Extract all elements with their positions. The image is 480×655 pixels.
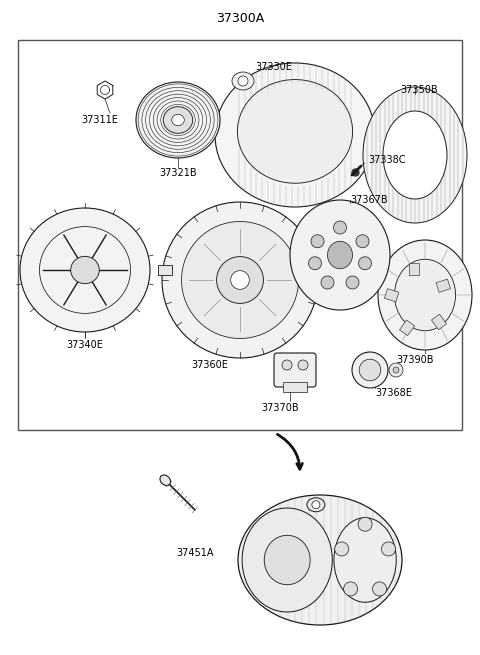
Ellipse shape [378, 240, 472, 350]
Ellipse shape [359, 359, 381, 381]
Circle shape [334, 221, 347, 234]
Ellipse shape [163, 107, 192, 134]
Text: 37360E: 37360E [192, 360, 228, 370]
Text: 37338C: 37338C [368, 155, 406, 165]
Circle shape [230, 271, 250, 290]
Circle shape [346, 276, 359, 289]
Ellipse shape [216, 257, 264, 303]
Bar [384, 289, 399, 302]
Bar [283, 382, 307, 392]
Text: 37367B: 37367B [350, 195, 388, 205]
Bar [432, 314, 446, 329]
Ellipse shape [363, 87, 467, 223]
Bar [399, 320, 415, 335]
Circle shape [358, 517, 372, 531]
Ellipse shape [383, 111, 447, 199]
Bar [409, 263, 419, 275]
Text: 37370B: 37370B [261, 403, 299, 413]
Ellipse shape [172, 115, 184, 126]
Ellipse shape [334, 517, 396, 602]
Ellipse shape [162, 202, 318, 358]
Circle shape [382, 542, 396, 556]
FancyBboxPatch shape [274, 353, 316, 387]
Circle shape [344, 582, 358, 596]
Bar [18, 40, 462, 430]
Ellipse shape [264, 535, 310, 585]
Circle shape [335, 542, 348, 556]
Ellipse shape [307, 498, 325, 512]
Text: 37340E: 37340E [67, 340, 103, 350]
Text: 37321B: 37321B [159, 168, 197, 178]
Circle shape [356, 234, 369, 248]
Circle shape [238, 76, 248, 86]
Ellipse shape [160, 475, 170, 485]
Ellipse shape [352, 352, 388, 388]
Bar [436, 279, 451, 292]
Text: 37451A: 37451A [176, 548, 214, 558]
Ellipse shape [181, 221, 299, 339]
Ellipse shape [242, 508, 332, 612]
Circle shape [282, 360, 292, 370]
Circle shape [393, 367, 399, 373]
Circle shape [359, 257, 372, 270]
Ellipse shape [238, 495, 402, 625]
Ellipse shape [136, 82, 220, 158]
Ellipse shape [395, 259, 456, 331]
Text: 37300A: 37300A [216, 12, 264, 24]
Ellipse shape [238, 79, 353, 183]
Text: 37350B: 37350B [400, 85, 438, 95]
Circle shape [311, 234, 324, 248]
Ellipse shape [290, 200, 390, 310]
Circle shape [321, 276, 334, 289]
Text: 37368E: 37368E [375, 388, 412, 398]
Text: 37390B: 37390B [396, 355, 434, 365]
Ellipse shape [232, 72, 254, 90]
Circle shape [298, 360, 308, 370]
Text: 37311E: 37311E [82, 115, 119, 125]
Circle shape [309, 257, 322, 270]
Bar [158, 265, 172, 275]
Circle shape [312, 501, 320, 509]
Ellipse shape [327, 241, 352, 269]
Text: 37330E: 37330E [255, 62, 292, 72]
Ellipse shape [20, 208, 150, 332]
Circle shape [372, 582, 386, 596]
Ellipse shape [215, 63, 375, 207]
Ellipse shape [71, 256, 99, 284]
Circle shape [389, 363, 403, 377]
